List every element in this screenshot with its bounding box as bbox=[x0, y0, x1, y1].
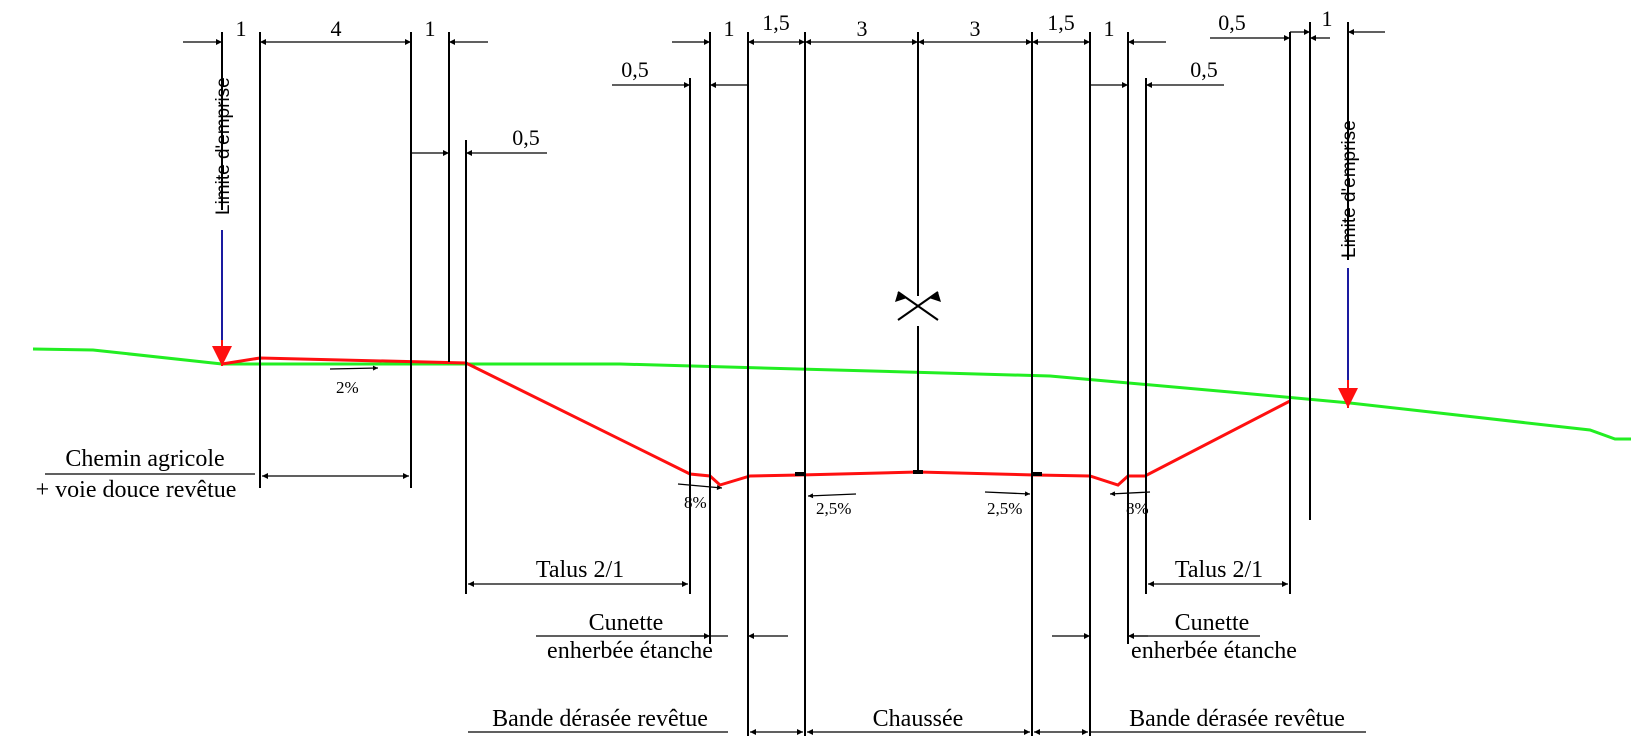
design-profile-line bbox=[221, 356, 1291, 487]
dim-ditch-offset-left: 0,5 bbox=[621, 57, 649, 82]
label-cunette-left-1: Cunette bbox=[589, 610, 664, 636]
label-cunette-left-2: enherbée étanche bbox=[547, 638, 713, 664]
slope-arrow-lane-left bbox=[807, 493, 857, 499]
label-shoulder-right: Bande dérasée revêtue bbox=[1129, 706, 1345, 732]
slope-lane-right: 2,5% bbox=[987, 499, 1022, 518]
centreline-symbol bbox=[895, 291, 941, 321]
slope-lane-left: 2,5% bbox=[816, 499, 851, 518]
dim-1-right: 1 bbox=[425, 16, 436, 41]
limit-label-right: Limite d'emprise bbox=[1339, 120, 1360, 258]
dim-shoulder-left: 1,5 bbox=[762, 10, 790, 35]
label-path-line2: + voie douce revêtue bbox=[36, 477, 237, 503]
dim-ditch-offset-right: 0,5 bbox=[1190, 57, 1218, 82]
edge-marker bbox=[795, 472, 805, 476]
dim-top-right-a: 0,5 bbox=[1218, 10, 1246, 35]
centre-marker bbox=[913, 470, 923, 474]
dim-ditch-left: 1 bbox=[724, 16, 735, 41]
dim-4-path: 4 bbox=[331, 16, 342, 41]
label-talus-left: Talus 2/1 bbox=[536, 557, 624, 583]
limit-label-left: Limite d'emprise bbox=[213, 77, 234, 215]
label-carriageway: Chaussée bbox=[873, 706, 964, 732]
dim-lane-left: 3 bbox=[857, 16, 868, 41]
label-cunette-right-1: Cunette bbox=[1175, 610, 1250, 636]
slope-ditch-left: 8% bbox=[684, 493, 707, 512]
dim-lane-right: 3 bbox=[970, 16, 981, 41]
label-cunette-right-2: enherbée étanche bbox=[1131, 638, 1297, 664]
natural-ground-line bbox=[32, 347, 1631, 441]
dim-1-left: 1 bbox=[236, 16, 247, 41]
label-talus-right: Talus 2/1 bbox=[1175, 557, 1263, 583]
slope-path: 2% bbox=[336, 378, 359, 397]
slope-arrow-ditch-right bbox=[1109, 491, 1151, 497]
label-path-line1: Chemin agricole bbox=[65, 446, 224, 472]
label-shoulder-left: Bande dérasée revêtue bbox=[492, 706, 708, 732]
slope-ditch-right: 8% bbox=[1126, 499, 1149, 518]
dim-shoulder-right: 1,5 bbox=[1047, 10, 1075, 35]
slope-arrow-ditch-left bbox=[677, 483, 723, 491]
slope-arrow-path bbox=[329, 365, 379, 371]
dim-ditch-right: 1 bbox=[1104, 16, 1115, 41]
dim-offset-left: 0,5 bbox=[512, 125, 540, 150]
extension-lines bbox=[221, 22, 1349, 736]
edge-marker bbox=[1032, 472, 1042, 476]
slope-arrow-lane-right bbox=[984, 491, 1031, 497]
dim-top-right-b: 1 bbox=[1322, 6, 1333, 31]
